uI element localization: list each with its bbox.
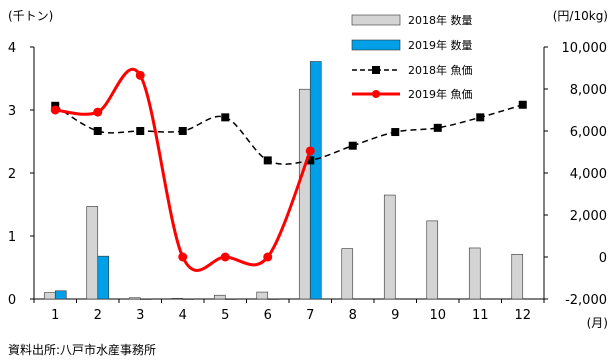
legend-swatch (351, 14, 401, 26)
left-axis-unit: (千トン) (8, 9, 53, 23)
bar (341, 248, 354, 300)
line-marker (263, 156, 272, 165)
bar (43, 292, 56, 300)
line-marker (263, 252, 273, 262)
legend-label: 2019年 数量 (408, 38, 473, 52)
bar (171, 298, 184, 300)
bar (86, 206, 99, 300)
bar (224, 298, 237, 300)
bar (426, 220, 439, 300)
left-axis-tick-label: 4 (8, 41, 16, 56)
legend-label: 2018年 数量 (408, 13, 473, 27)
line-marker (305, 146, 315, 156)
line-marker (391, 128, 400, 137)
line-marker (178, 127, 187, 135)
line-marker (178, 252, 188, 262)
line-marker (518, 100, 527, 109)
x-axis-tick-label: 11 (472, 308, 489, 323)
legend-label: 2019年 魚価 (408, 87, 473, 101)
bar (511, 253, 524, 300)
right-axis-tick-label: 8,000 (570, 83, 607, 98)
right-axis-unit: (円/10kg) (553, 9, 608, 23)
left-axis-tick-label: 1 (8, 230, 16, 245)
bar (298, 88, 311, 300)
x-axis-tick-label: 9 (391, 308, 399, 323)
line-marker (476, 113, 485, 122)
x-axis-tick-label: 2 (94, 308, 102, 323)
legend-marker (372, 90, 380, 98)
x-axis-tick-label: 12 (514, 308, 531, 323)
right-axis-tick-label: 2,000 (570, 209, 607, 224)
right-axis-tick-label: 6,000 (570, 125, 607, 140)
line-marker (50, 105, 60, 115)
bar (213, 294, 226, 300)
line-marker (93, 107, 103, 117)
right-axis-tick-label: -2,000 (565, 293, 607, 308)
x-axis-tick-label: 10 (429, 308, 446, 323)
right-axis-tick-label: 0 (599, 251, 607, 266)
bar (54, 290, 67, 300)
bar (383, 194, 396, 300)
bar (139, 298, 152, 300)
x-axis-tick-label: 8 (349, 308, 357, 323)
source-note: 資料出所:八戸市水産事務所 (8, 343, 157, 357)
bar (267, 298, 280, 300)
line-marker (306, 156, 315, 165)
bar (309, 61, 322, 300)
line-marker (135, 70, 145, 80)
legend-label: 2018年 魚価 (408, 63, 473, 77)
line-marker (136, 127, 145, 135)
line-marker (93, 127, 102, 135)
bar (128, 297, 141, 300)
x-axis-tick-label: 3 (136, 308, 144, 323)
line-marker (221, 113, 230, 122)
legend-marker (372, 66, 380, 74)
right-axis-tick-label: 4,000 (570, 167, 607, 182)
left-axis-tick-label: 2 (8, 167, 16, 182)
x-axis-tick-label: 7 (306, 308, 314, 323)
x-axis-tick-label: 1 (51, 308, 59, 323)
bar (182, 298, 195, 300)
line-marker (220, 252, 230, 262)
x-axis-tick-label: 5 (221, 308, 229, 323)
x-axis-tick-label: 4 (179, 308, 187, 323)
line-marker (348, 141, 357, 150)
series-line (54, 104, 523, 165)
bar (97, 255, 110, 300)
left-axis-tick-label: 0 (8, 293, 16, 308)
legend-swatch (351, 39, 401, 51)
left-axis-tick-label: 3 (8, 104, 16, 119)
x-axis-unit: (月) (587, 316, 608, 330)
line-marker (433, 123, 442, 132)
right-axis-tick-label: 10,000 (562, 41, 608, 56)
bar (468, 247, 481, 300)
x-axis-tick-label: 6 (264, 308, 272, 323)
bar (256, 291, 269, 300)
